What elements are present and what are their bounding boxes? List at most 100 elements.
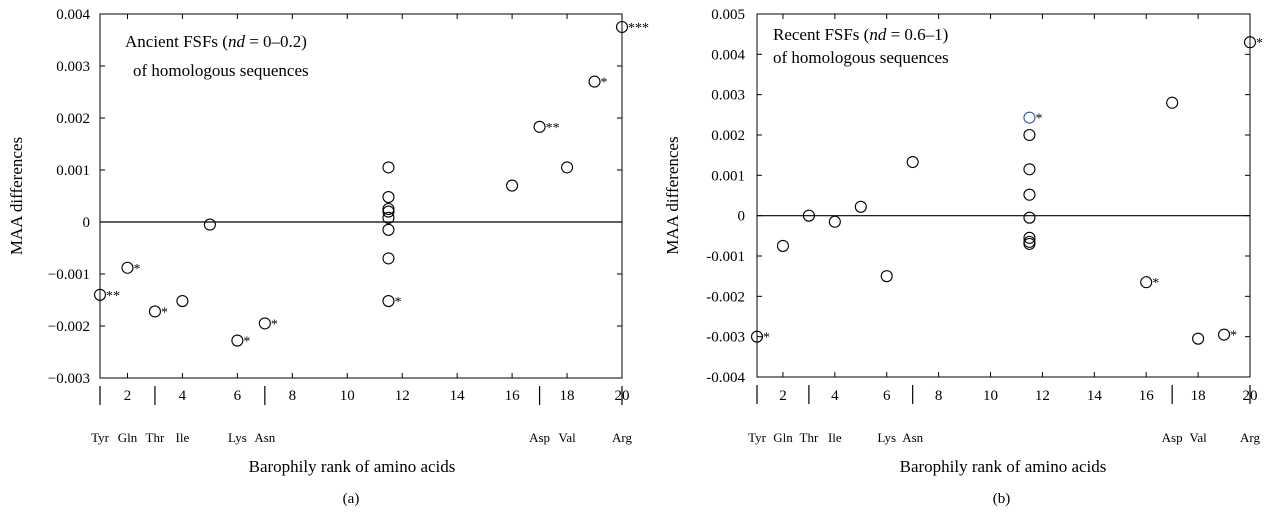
data-point <box>776 239 789 252</box>
amino-acid-label: Gln <box>773 430 793 445</box>
x-tick-label: 16 <box>1139 388 1155 404</box>
data-point <box>750 330 764 343</box>
data-point <box>854 200 867 213</box>
amino-acid-label: Val <box>558 430 576 445</box>
data-point <box>382 161 395 174</box>
x-tick-label: 10 <box>983 388 998 404</box>
x-tick-label: 18 <box>560 388 575 404</box>
x-tick-label: 6 <box>883 388 891 404</box>
y-tick-label: 0 <box>83 215 91 231</box>
x-tick-label: 2 <box>779 388 787 404</box>
annotation-text: Ancient FSFs ( <box>125 32 228 51</box>
data-point <box>906 155 919 169</box>
amino-acid-label: Arg <box>1240 430 1260 445</box>
x-tick-label: 10 <box>340 388 355 404</box>
y-tick-label: 0.004 <box>56 7 90 23</box>
annotation-text: = 0–0.2) <box>245 32 307 51</box>
annotation-text: of homologous sequences <box>133 61 309 80</box>
y-tick-label: −0.001 <box>48 267 90 283</box>
annotation-line: Ancient FSFs (nd = 0–0.2) <box>125 32 307 51</box>
amino-acid-label: Tyr <box>91 430 110 445</box>
amino-acid-label: Val <box>1189 430 1207 445</box>
amino-acid-label: Ile <box>176 430 190 445</box>
x-axis-label: Barophily rank of amino acids <box>900 457 1107 476</box>
significance-label: * <box>133 262 140 277</box>
x-tick-label: 18 <box>1191 388 1206 404</box>
data-point <box>615 20 629 34</box>
significance-label: * <box>1256 36 1263 51</box>
amino-acid-label: Lys <box>877 430 896 445</box>
data-point <box>176 294 189 308</box>
y-axis-label: MAA differences <box>7 137 26 255</box>
data-point <box>588 75 601 88</box>
data-point <box>1023 211 1036 224</box>
amino-acid-label: Lys <box>228 430 247 445</box>
x-tick-label: 4 <box>179 388 187 404</box>
data-point <box>93 288 107 301</box>
data-point <box>828 215 841 228</box>
plot-frame <box>99 13 623 379</box>
data-point <box>382 252 395 265</box>
y-tick-label: 0.003 <box>56 59 90 75</box>
chart-panel-b: -0.004 -0.003 -0.002 -0.001 0 0.001 0.002 0.003… <box>663 7 1263 507</box>
significance-label: * <box>1152 276 1159 291</box>
x-tick-label: 2 <box>124 388 132 404</box>
x-tick-label: 6 <box>234 388 242 404</box>
data-point <box>1023 111 1036 124</box>
y-tick-label: 0.004 <box>711 47 745 63</box>
annotation-line: of homologous sequences <box>133 61 309 80</box>
annotation-text: of homologous sequences <box>773 48 949 67</box>
y-tick-label: 0.001 <box>56 163 90 179</box>
data-point <box>880 270 893 283</box>
data-point <box>802 209 815 222</box>
y-axis-label: MAA differences <box>663 136 682 254</box>
panel-label: (b) <box>993 491 1011 507</box>
data-point <box>258 317 271 330</box>
data-point <box>1192 332 1205 345</box>
chart-panel-a: −0.003 −0.002 −0.001 0 0.001 0.002 0.003 0.004 2… <box>7 7 649 507</box>
x-tick-label: 12 <box>395 388 410 404</box>
y-tick-label: -0.004 <box>706 370 745 386</box>
significance-label: * <box>601 76 608 91</box>
annotation-line: of homologous sequences <box>773 48 949 67</box>
data-point <box>231 334 244 347</box>
amino-acid-label: Thr <box>146 430 165 445</box>
data-point <box>382 190 395 204</box>
amino-acid-label: Gln <box>118 430 138 445</box>
y-tick-label: 0.002 <box>56 111 90 127</box>
significance-label: ** <box>106 289 120 304</box>
data-point <box>382 223 395 236</box>
data-point <box>382 205 395 218</box>
y-tick-label: -0.002 <box>706 289 745 305</box>
y-tick-label: −0.002 <box>48 319 90 335</box>
amino-acid-label: Ile <box>828 430 842 445</box>
annotation-text: nd <box>869 25 887 44</box>
x-tick-label: 8 <box>289 388 297 404</box>
data-point <box>1023 163 1036 176</box>
annotation-text: = 0.6–1) <box>886 25 948 44</box>
amino-acid-label: Asp <box>1162 430 1183 445</box>
data-point <box>1023 188 1036 201</box>
y-tick-label: 0.003 <box>711 88 745 104</box>
x-tick-label: 12 <box>1035 388 1050 404</box>
y-tick-label: 0.005 <box>711 7 745 23</box>
significance-label: * <box>1035 112 1042 127</box>
significance-label: * <box>394 295 401 310</box>
significance-label: * <box>271 317 278 332</box>
y-tick-label: -0.001 <box>706 249 745 265</box>
data-point <box>121 261 134 274</box>
data-point <box>382 294 395 308</box>
data-point <box>203 218 216 231</box>
amino-acid-label: Asn <box>254 430 275 445</box>
x-tick-label: 8 <box>935 388 943 404</box>
data-point <box>1023 231 1036 244</box>
amino-acid-label: Tyr <box>748 430 767 445</box>
y-tick-label: 0.001 <box>711 168 745 184</box>
significance-label: * <box>763 331 770 346</box>
x-tick-label: 16 <box>505 388 521 404</box>
y-tick-label: -0.003 <box>706 330 745 346</box>
y-tick-label: −0.003 <box>48 371 90 387</box>
annotation-line: Recent FSFs (nd = 0.6–1) <box>773 25 948 44</box>
data-point <box>1023 237 1036 250</box>
